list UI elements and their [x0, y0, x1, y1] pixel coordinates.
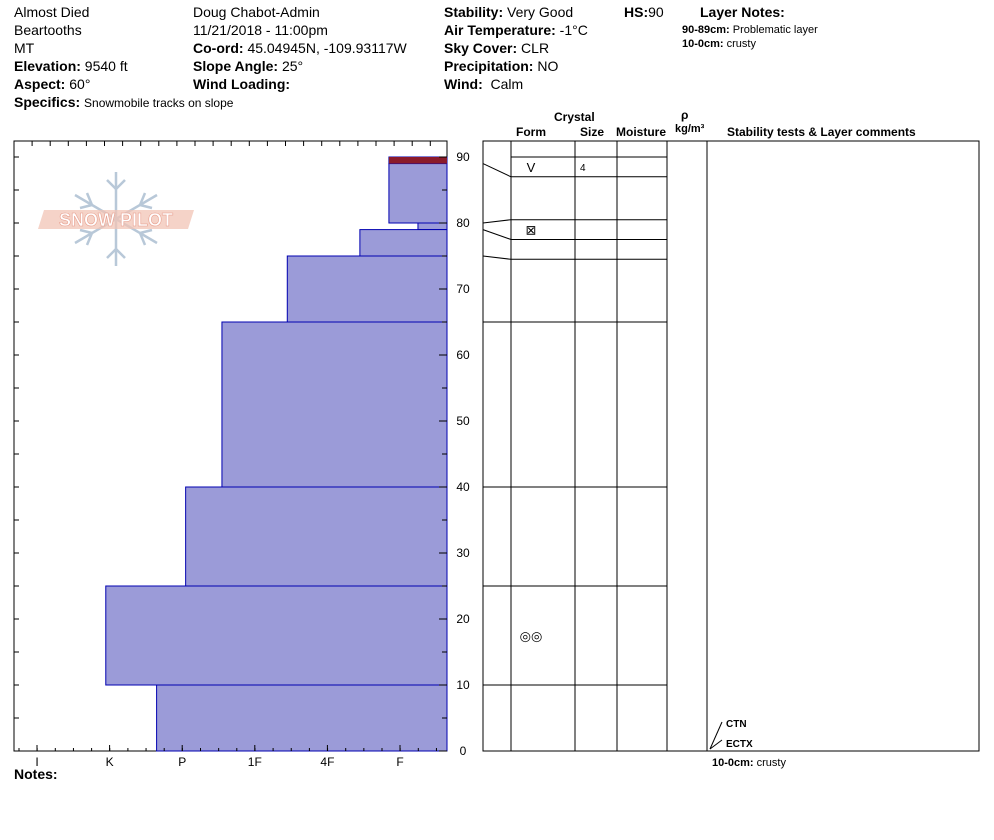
sky-cover-field: Sky Cover: CLR	[444, 40, 549, 57]
hardness-bar	[185, 486, 448, 587]
test-pointer	[709, 739, 723, 750]
test-pointer	[709, 721, 723, 750]
hardness-bar	[156, 684, 448, 752]
hardness-bar	[388, 163, 448, 224]
grain-connector	[482, 219, 512, 224]
precip-label: Precipitation:	[444, 58, 534, 74]
footer-note-text: crusty	[756, 757, 786, 769]
form-header: Form	[516, 125, 546, 139]
depth-tick-label: 50	[456, 414, 470, 428]
elevation-label: Elevation:	[14, 58, 81, 74]
coord-field: Co-ord: 45.04945N, -109.93117W	[193, 40, 407, 57]
depth-tick-label: 20	[456, 612, 470, 626]
stability-label: Stability:	[444, 4, 504, 20]
hardness-tick-label: 1F	[248, 755, 262, 769]
depth-tick-label: 80	[456, 216, 470, 230]
hs-field: HS:90	[624, 4, 664, 21]
grain-connector	[482, 255, 512, 260]
hs-label: HS:	[624, 4, 649, 20]
layer-note: 90-89cm: Problematic layer	[682, 24, 818, 37]
layer-note-range: 90-89cm:	[682, 24, 730, 36]
hardness-bar	[359, 229, 448, 257]
air-temp-value: -1°C	[559, 22, 588, 38]
footer-layer-note: 10-0cm: crusty	[712, 757, 786, 770]
elevation-value: 9540 ft	[84, 58, 128, 74]
elevation-field: Elevation: 9540 ft	[14, 58, 128, 75]
hardness-tick-label: K	[106, 755, 114, 769]
depth-tick-label: 60	[456, 348, 470, 362]
precip-value: NO	[537, 58, 559, 74]
hardness-tick-label: 4F	[320, 755, 334, 769]
sky-cover-label: Sky Cover:	[444, 40, 518, 56]
notes-label: Notes:	[14, 766, 58, 782]
depth-tick-label: 70	[456, 282, 470, 296]
range-name: Beartooths	[14, 22, 82, 38]
crystal-form-symbol: V	[527, 160, 536, 175]
density-unit-header: kg/m³	[675, 123, 705, 135]
hs-value: 90	[648, 4, 664, 20]
footer-note-range: 10-0cm:	[712, 757, 754, 769]
wind-label: Wind:	[444, 76, 483, 92]
stability-comments-header: Stability tests & Layer comments	[727, 125, 916, 139]
stability-field: Stability: Very Good	[444, 4, 573, 21]
hardness-tick-label: P	[178, 755, 186, 769]
stability-test-label: CTN	[726, 719, 747, 730]
hardness-bar	[105, 585, 448, 686]
slope-value: 25°	[281, 58, 304, 74]
slope-label: Slope Angle:	[193, 58, 279, 74]
coord-label: Co-ord:	[193, 40, 244, 56]
layer-notes-title: Layer Notes:	[700, 4, 785, 20]
hardness-tick-label: F	[396, 755, 403, 769]
moisture-header: Moisture	[616, 125, 667, 139]
crystal-header: Crystal	[554, 110, 595, 124]
layer-note-text: Problematic layer	[732, 24, 818, 36]
pit-name: Almost Died	[14, 4, 90, 20]
stability-value: Very Good	[507, 4, 574, 20]
wind-field: Wind: Calm	[444, 76, 523, 93]
crystal-form-symbol: ⊠	[526, 223, 537, 238]
size-header: Size	[580, 125, 605, 139]
crystal-size-label: 4	[580, 163, 586, 174]
wind-loading-field: Wind Loading:	[193, 76, 290, 93]
grain-table-frame	[482, 140, 980, 752]
aspect-field: Aspect: 60°	[14, 76, 90, 93]
hardness-bar	[417, 222, 448, 231]
observer-name: Doug Chabot-Admin	[193, 4, 320, 20]
wind-value: Calm	[490, 76, 524, 92]
coord-value: 45.04945N, -109.93117W	[247, 40, 407, 56]
grain-connector	[482, 163, 512, 178]
problem-layer-bar	[388, 157, 447, 164]
hardness-bar	[221, 321, 448, 488]
sky-cover-value: CLR	[521, 40, 550, 56]
layer-note: 10-0cm: crusty	[682, 38, 756, 51]
aspect-label: Aspect:	[14, 76, 66, 92]
layer-note-text: crusty	[726, 38, 756, 50]
precip-field: Precipitation: NO	[444, 58, 558, 75]
specifics-value: Snowmobile tracks on slope	[84, 96, 234, 110]
specifics-field: Specifics: Snowmobile tracks on slope	[14, 94, 233, 111]
air-temp-field: Air Temperature: -1°C	[444, 22, 588, 39]
hardness-tick-label: I	[35, 755, 38, 769]
depth-tick-label: 0	[460, 744, 467, 758]
slope-field: Slope Angle: 25°	[193, 58, 303, 75]
depth-tick-label: 30	[456, 546, 470, 560]
grain-connector	[482, 229, 512, 240]
hardness-bar	[286, 255, 448, 323]
depth-tick-label: 40	[456, 480, 470, 494]
observation-datetime: 11/21/2018 - 11:00pm	[193, 22, 328, 38]
layer-note-range: 10-0cm:	[682, 38, 724, 50]
depth-tick-label: 90	[456, 150, 470, 164]
specifics-label: Specifics:	[14, 94, 81, 110]
stability-test-label: ECTX	[726, 739, 753, 750]
aspect-value: 60°	[69, 76, 91, 92]
crystal-form-symbol: ◎◎	[520, 629, 543, 644]
rho-header: ρ	[681, 108, 689, 122]
wind-loading-label: Wind Loading:	[193, 76, 291, 92]
air-temp-label: Air Temperature:	[444, 22, 556, 38]
state-name: MT	[14, 40, 35, 56]
depth-tick-label: 10	[456, 678, 470, 692]
